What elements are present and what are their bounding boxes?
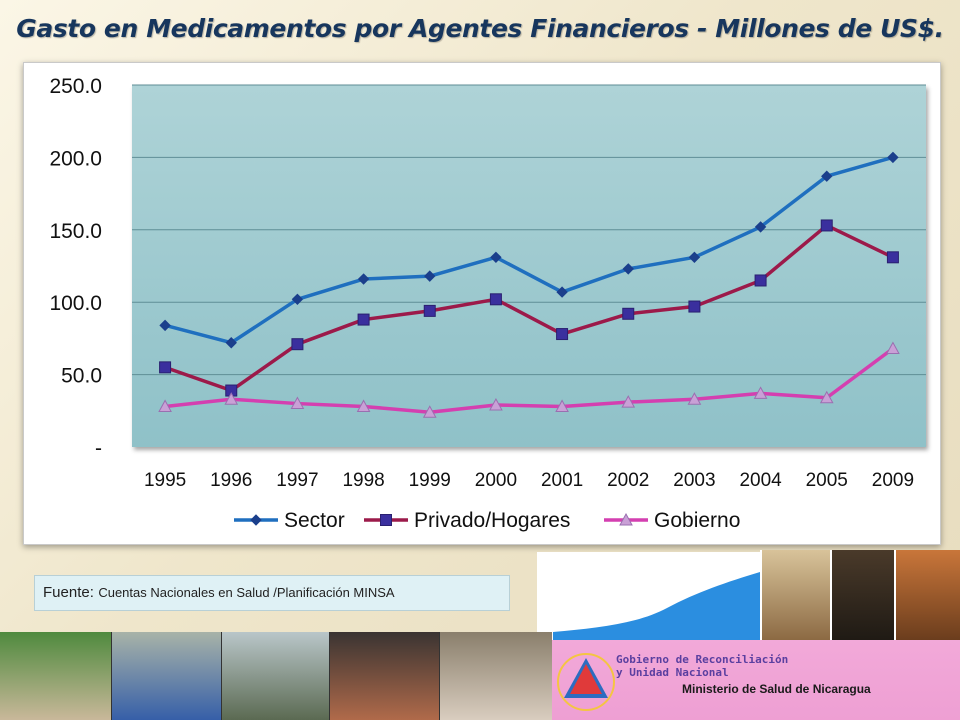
- legend-marker: [250, 514, 262, 526]
- data-point: [886, 251, 899, 264]
- data-point: [489, 293, 502, 306]
- x-tick-label: 2003: [673, 470, 715, 491]
- data-point: [688, 300, 701, 313]
- legend-item: Privado/Hogares: [364, 509, 570, 532]
- government-name-line1: Gobierno de Reconciliación: [616, 653, 789, 666]
- ministry-name: Ministerio de Salud de Nicaragua: [682, 682, 871, 696]
- data-point: [688, 251, 701, 264]
- y-tick-label: 250.0: [49, 75, 102, 98]
- data-point: [291, 293, 304, 306]
- x-tick-label: 1995: [144, 470, 186, 491]
- series-line: [164, 223, 894, 393]
- y-tick-label: 100.0: [49, 292, 102, 315]
- health-photo: [222, 632, 330, 720]
- x-tick-label: 1996: [210, 470, 252, 491]
- data-point: [753, 386, 768, 399]
- health-photo: [0, 632, 112, 720]
- data-point: [556, 328, 569, 341]
- data-point: [291, 338, 304, 351]
- series-gobierno: [158, 341, 900, 418]
- legend-marker: [380, 514, 392, 526]
- data-point: [821, 170, 833, 182]
- data-point: [555, 399, 569, 412]
- series-line: [164, 155, 894, 345]
- data-point: [754, 274, 767, 287]
- series-sector: [159, 151, 899, 349]
- data-point: [622, 263, 634, 275]
- data-point: [754, 221, 767, 233]
- legend-label: Sector: [284, 509, 345, 532]
- x-tick-label: 2004: [739, 470, 782, 491]
- data-point: [687, 392, 702, 405]
- data-point: [424, 270, 436, 282]
- line-chart: - 50.0 100.0 150.0 200.0 250.0 1995 1996 1997 19…: [49, 75, 926, 532]
- legend-item: Gobierno: [604, 509, 740, 532]
- data-point: [622, 307, 635, 320]
- y-tick-label: 150.0: [49, 220, 102, 243]
- source-note: Fuente: Cuentas Nacionales en Salud /Pla…: [34, 575, 510, 611]
- data-point: [357, 273, 370, 285]
- x-tick-label: 2002: [607, 470, 649, 491]
- data-point: [422, 405, 437, 418]
- plot-area: [132, 85, 926, 447]
- health-photo: [330, 632, 440, 720]
- x-tick-label: 1999: [409, 470, 451, 491]
- source-label: Fuente:: [43, 584, 94, 601]
- data-point: [621, 395, 636, 408]
- data-point: [357, 313, 370, 326]
- data-point: [490, 251, 502, 264]
- series-privado-hogares: [159, 219, 899, 397]
- data-point: [556, 286, 568, 298]
- portrait-photo: [830, 550, 894, 640]
- national-emblem-icon: [557, 653, 615, 711]
- data-point: [159, 361, 172, 374]
- health-photo: [112, 632, 222, 720]
- data-point: [820, 219, 833, 232]
- x-tick-label: 2005: [806, 470, 848, 491]
- series-line: [164, 347, 894, 414]
- data-point: [819, 390, 834, 404]
- data-point: [158, 399, 172, 412]
- portrait-photo: [760, 550, 830, 640]
- x-tick-label: 1997: [276, 470, 318, 491]
- data-point: [423, 304, 436, 317]
- decorative-area-chart-image: [537, 552, 760, 640]
- x-tick-label: 1998: [342, 470, 384, 491]
- government-banner: Gobierno de Reconciliación y Unidad Naci…: [552, 640, 960, 720]
- x-tick-label: 2001: [541, 470, 583, 491]
- legend-marker: [619, 512, 633, 526]
- legend-label: Gobierno: [654, 509, 740, 532]
- x-tick-label: 2000: [475, 470, 517, 491]
- portraits-image: [760, 550, 960, 640]
- y-tick-label: 200.0: [49, 147, 102, 170]
- source-text: Cuentas Nacionales en Salud /Planificaci…: [98, 585, 395, 600]
- data-point: [290, 396, 305, 410]
- data-point: [224, 392, 239, 405]
- data-point: [887, 151, 899, 164]
- chart-frame: - 50.0 100.0 150.0 200.0 250.0 1995 1996 1997 19…: [23, 62, 941, 545]
- photo-collage: [0, 632, 552, 720]
- y-tick-label: -: [95, 437, 102, 460]
- health-photo: [440, 632, 552, 720]
- data-point: [886, 341, 900, 355]
- data-point: [356, 399, 371, 412]
- data-point: [225, 337, 237, 349]
- data-point: [489, 397, 503, 411]
- x-tick-label: 2009: [872, 470, 914, 491]
- legend-item: Sector: [234, 509, 345, 532]
- slide-title: Gasto en Medicamentos por Agentes Financ…: [16, 14, 944, 43]
- government-name-line2: y Unidad Nacional: [616, 666, 729, 679]
- legend-label: Privado/Hogares: [414, 509, 570, 532]
- portrait-photo: [894, 550, 960, 640]
- data-point: [159, 319, 171, 332]
- y-tick-label: 50.0: [61, 365, 102, 388]
